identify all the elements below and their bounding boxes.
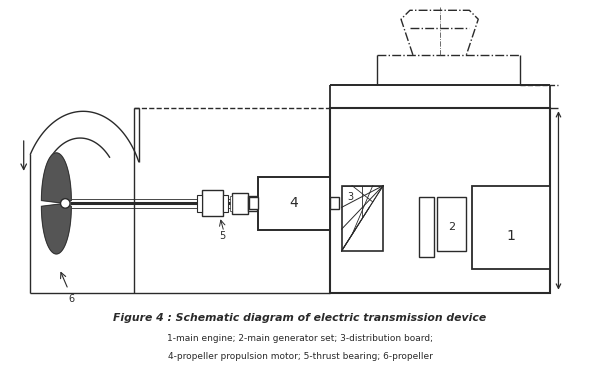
Polygon shape bbox=[41, 153, 71, 203]
Bar bbox=[202, 190, 223, 217]
Bar bbox=[330, 109, 550, 293]
Circle shape bbox=[61, 199, 70, 208]
Bar bbox=[248, 196, 257, 210]
Bar bbox=[419, 198, 434, 257]
Bar bbox=[223, 194, 227, 212]
Text: 6: 6 bbox=[68, 294, 74, 304]
Text: 1: 1 bbox=[506, 229, 515, 243]
Text: 1-main engine; 2-main generator set; 3-distribution board;: 1-main engine; 2-main generator set; 3-d… bbox=[167, 334, 433, 343]
Text: 3: 3 bbox=[347, 191, 353, 202]
Text: 4: 4 bbox=[290, 196, 298, 210]
Bar bbox=[437, 198, 466, 251]
Bar bbox=[472, 186, 550, 269]
Bar bbox=[250, 198, 259, 209]
Text: 2: 2 bbox=[448, 222, 455, 232]
Bar bbox=[330, 198, 338, 209]
Text: Figure 4 : Schematic diagram of electric transmission device: Figure 4 : Schematic diagram of electric… bbox=[113, 313, 487, 323]
Bar bbox=[341, 186, 383, 251]
Polygon shape bbox=[41, 203, 71, 254]
Bar bbox=[232, 193, 248, 214]
Bar bbox=[197, 194, 202, 212]
Text: 5: 5 bbox=[220, 231, 226, 241]
Bar bbox=[259, 177, 330, 230]
Bar bbox=[230, 196, 232, 210]
Text: 4-propeller propulsion motor; 5-thrust bearing; 6-propeller: 4-propeller propulsion motor; 5-thrust b… bbox=[167, 352, 433, 361]
